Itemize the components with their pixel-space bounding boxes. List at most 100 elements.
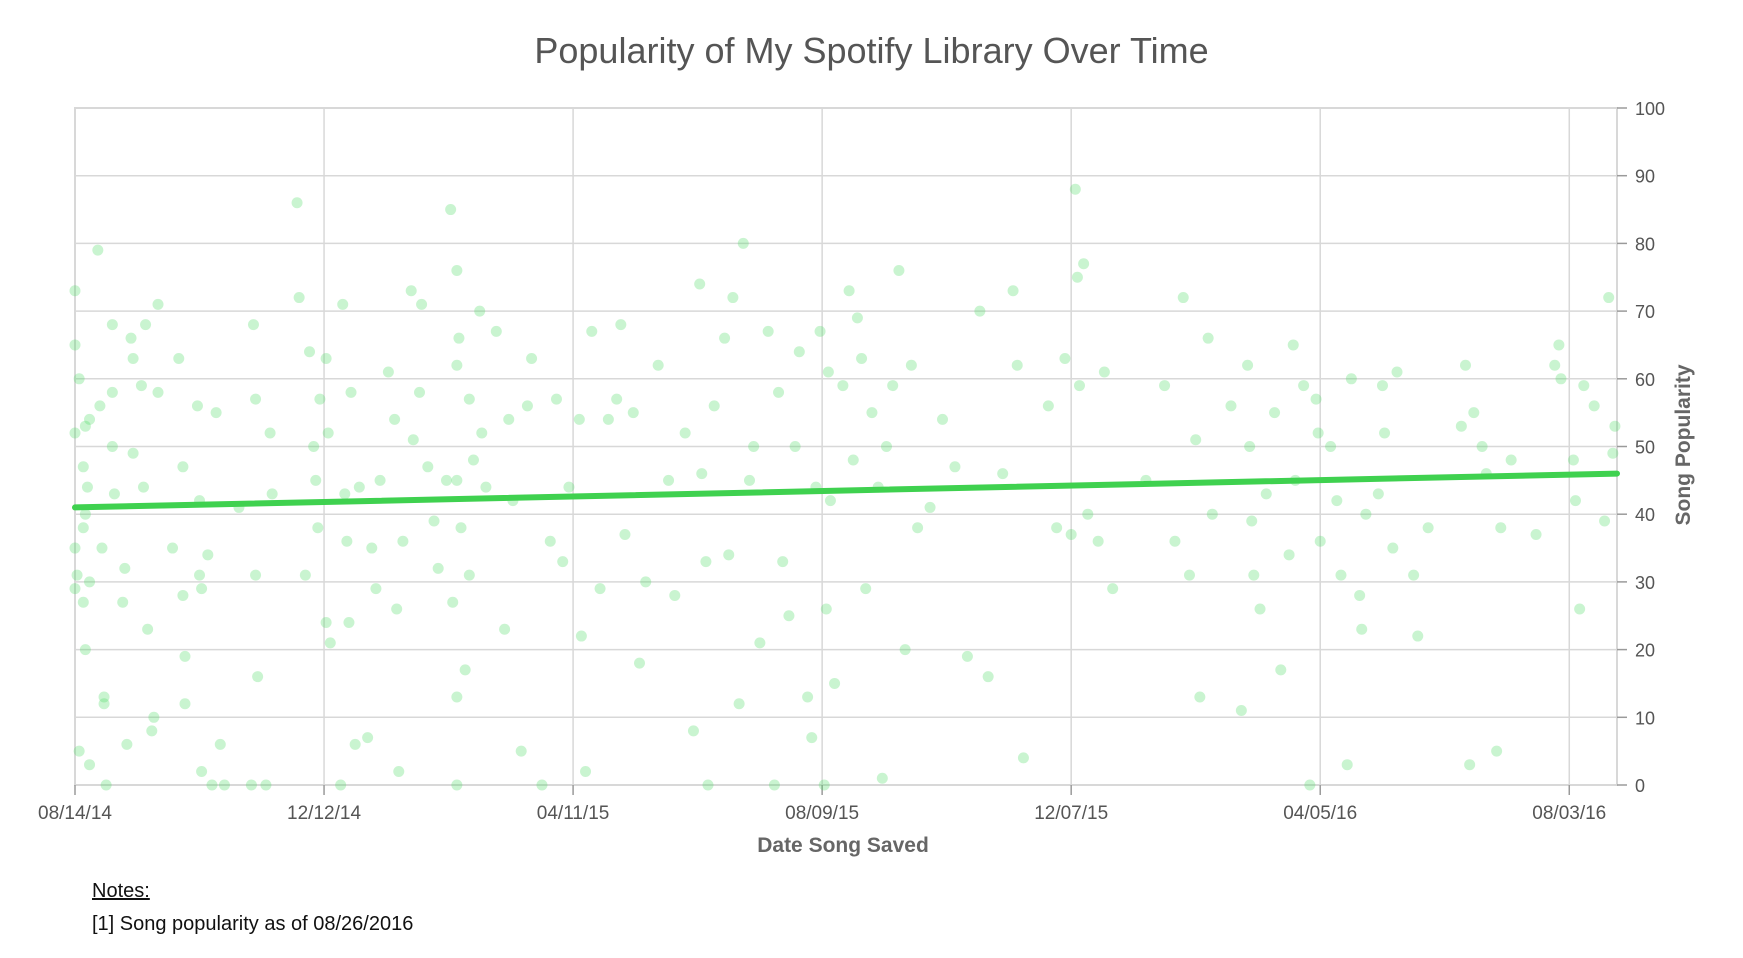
data-point [789,441,801,452]
data-point [627,407,639,419]
data-point [615,319,627,331]
y-tick-label: 60 [1635,370,1655,390]
data-point [1011,359,1023,371]
data-point [837,380,849,392]
y-tick-label: 100 [1635,99,1665,119]
y-tick-label: 20 [1635,641,1655,661]
data-point [777,556,789,568]
data-point [1298,380,1310,392]
data-point [121,738,133,750]
data-point [876,772,888,784]
data-point [84,576,96,588]
data-point [467,454,479,466]
data-point [447,596,459,608]
data-point [299,569,311,581]
data-point [366,542,378,554]
data-point [499,623,511,635]
data-point [802,691,814,703]
data-point [73,373,85,385]
data-point [1530,529,1542,541]
data-point [1248,569,1260,581]
data-point [1578,380,1590,392]
data-point [252,671,264,683]
data-point [451,264,463,276]
data-point [1310,393,1322,405]
data-point [829,677,841,689]
data-point [912,522,924,534]
data-point [260,779,272,791]
data-point [77,461,89,473]
data-point [445,204,457,216]
data-point [382,366,394,378]
y-tick-label: 70 [1635,302,1655,322]
data-point [536,779,548,791]
data-point [345,386,357,398]
data-point [1491,745,1503,757]
data-point [119,562,131,574]
data-point [733,698,745,710]
data-point [1275,664,1287,676]
data-point [142,623,154,635]
data-point [696,468,708,480]
data-point [694,278,706,290]
data-point [362,732,374,744]
data-point [428,515,440,527]
data-point [137,481,149,493]
data-point [1567,454,1579,466]
data-point [320,352,332,364]
data-point [293,292,305,304]
data-point [1246,515,1258,527]
data-point [640,576,652,588]
x-tick-labels: 08/14/14 12/12/14 04/11/15 08/09/15 12/07/15… [38,803,1606,824]
data-point [1603,292,1615,304]
data-point [1555,373,1567,385]
data-point [370,583,382,595]
data-point [1183,569,1195,581]
x-tick-label: 08/09/15 [785,803,859,824]
data-point [1051,522,1063,534]
data-point [451,691,463,703]
data-point [179,698,191,710]
data-point [79,508,91,520]
y-axis-label: Song Popularity [1672,364,1695,525]
data-point [1354,589,1366,601]
data-point [349,738,361,750]
y-tick-label: 80 [1635,234,1655,254]
data-point [451,359,463,371]
data-point [1042,400,1054,412]
data-point [463,393,475,405]
data-point [557,556,569,568]
data-point [463,569,475,581]
data-point [79,420,91,432]
data-point [563,481,575,493]
note-text: [1] Song popularity as of 08/26/2016 [92,913,414,935]
data-point [856,352,868,364]
data-point [1468,407,1480,419]
data-point [177,589,189,601]
data-point [308,441,320,452]
data-point [245,779,257,791]
data-point [1569,495,1581,507]
data-point [1379,427,1391,439]
data-point [71,569,83,581]
data-point [206,779,218,791]
data-point [98,698,110,710]
data-point [173,352,185,364]
data-point [152,298,164,310]
data-point [1269,407,1281,419]
data-point [1260,488,1272,500]
data-point [389,413,401,425]
data-point [1202,332,1214,344]
data-point [69,285,81,297]
data-point [1314,535,1326,547]
data-point [820,603,832,615]
data-point [291,197,303,209]
data-point [843,285,855,297]
data-point [1599,515,1611,527]
data-point [455,522,467,534]
data-point [1335,569,1347,581]
data-point [1391,366,1403,378]
data-point [202,549,214,561]
data-point [69,427,81,439]
data-point [79,644,91,656]
